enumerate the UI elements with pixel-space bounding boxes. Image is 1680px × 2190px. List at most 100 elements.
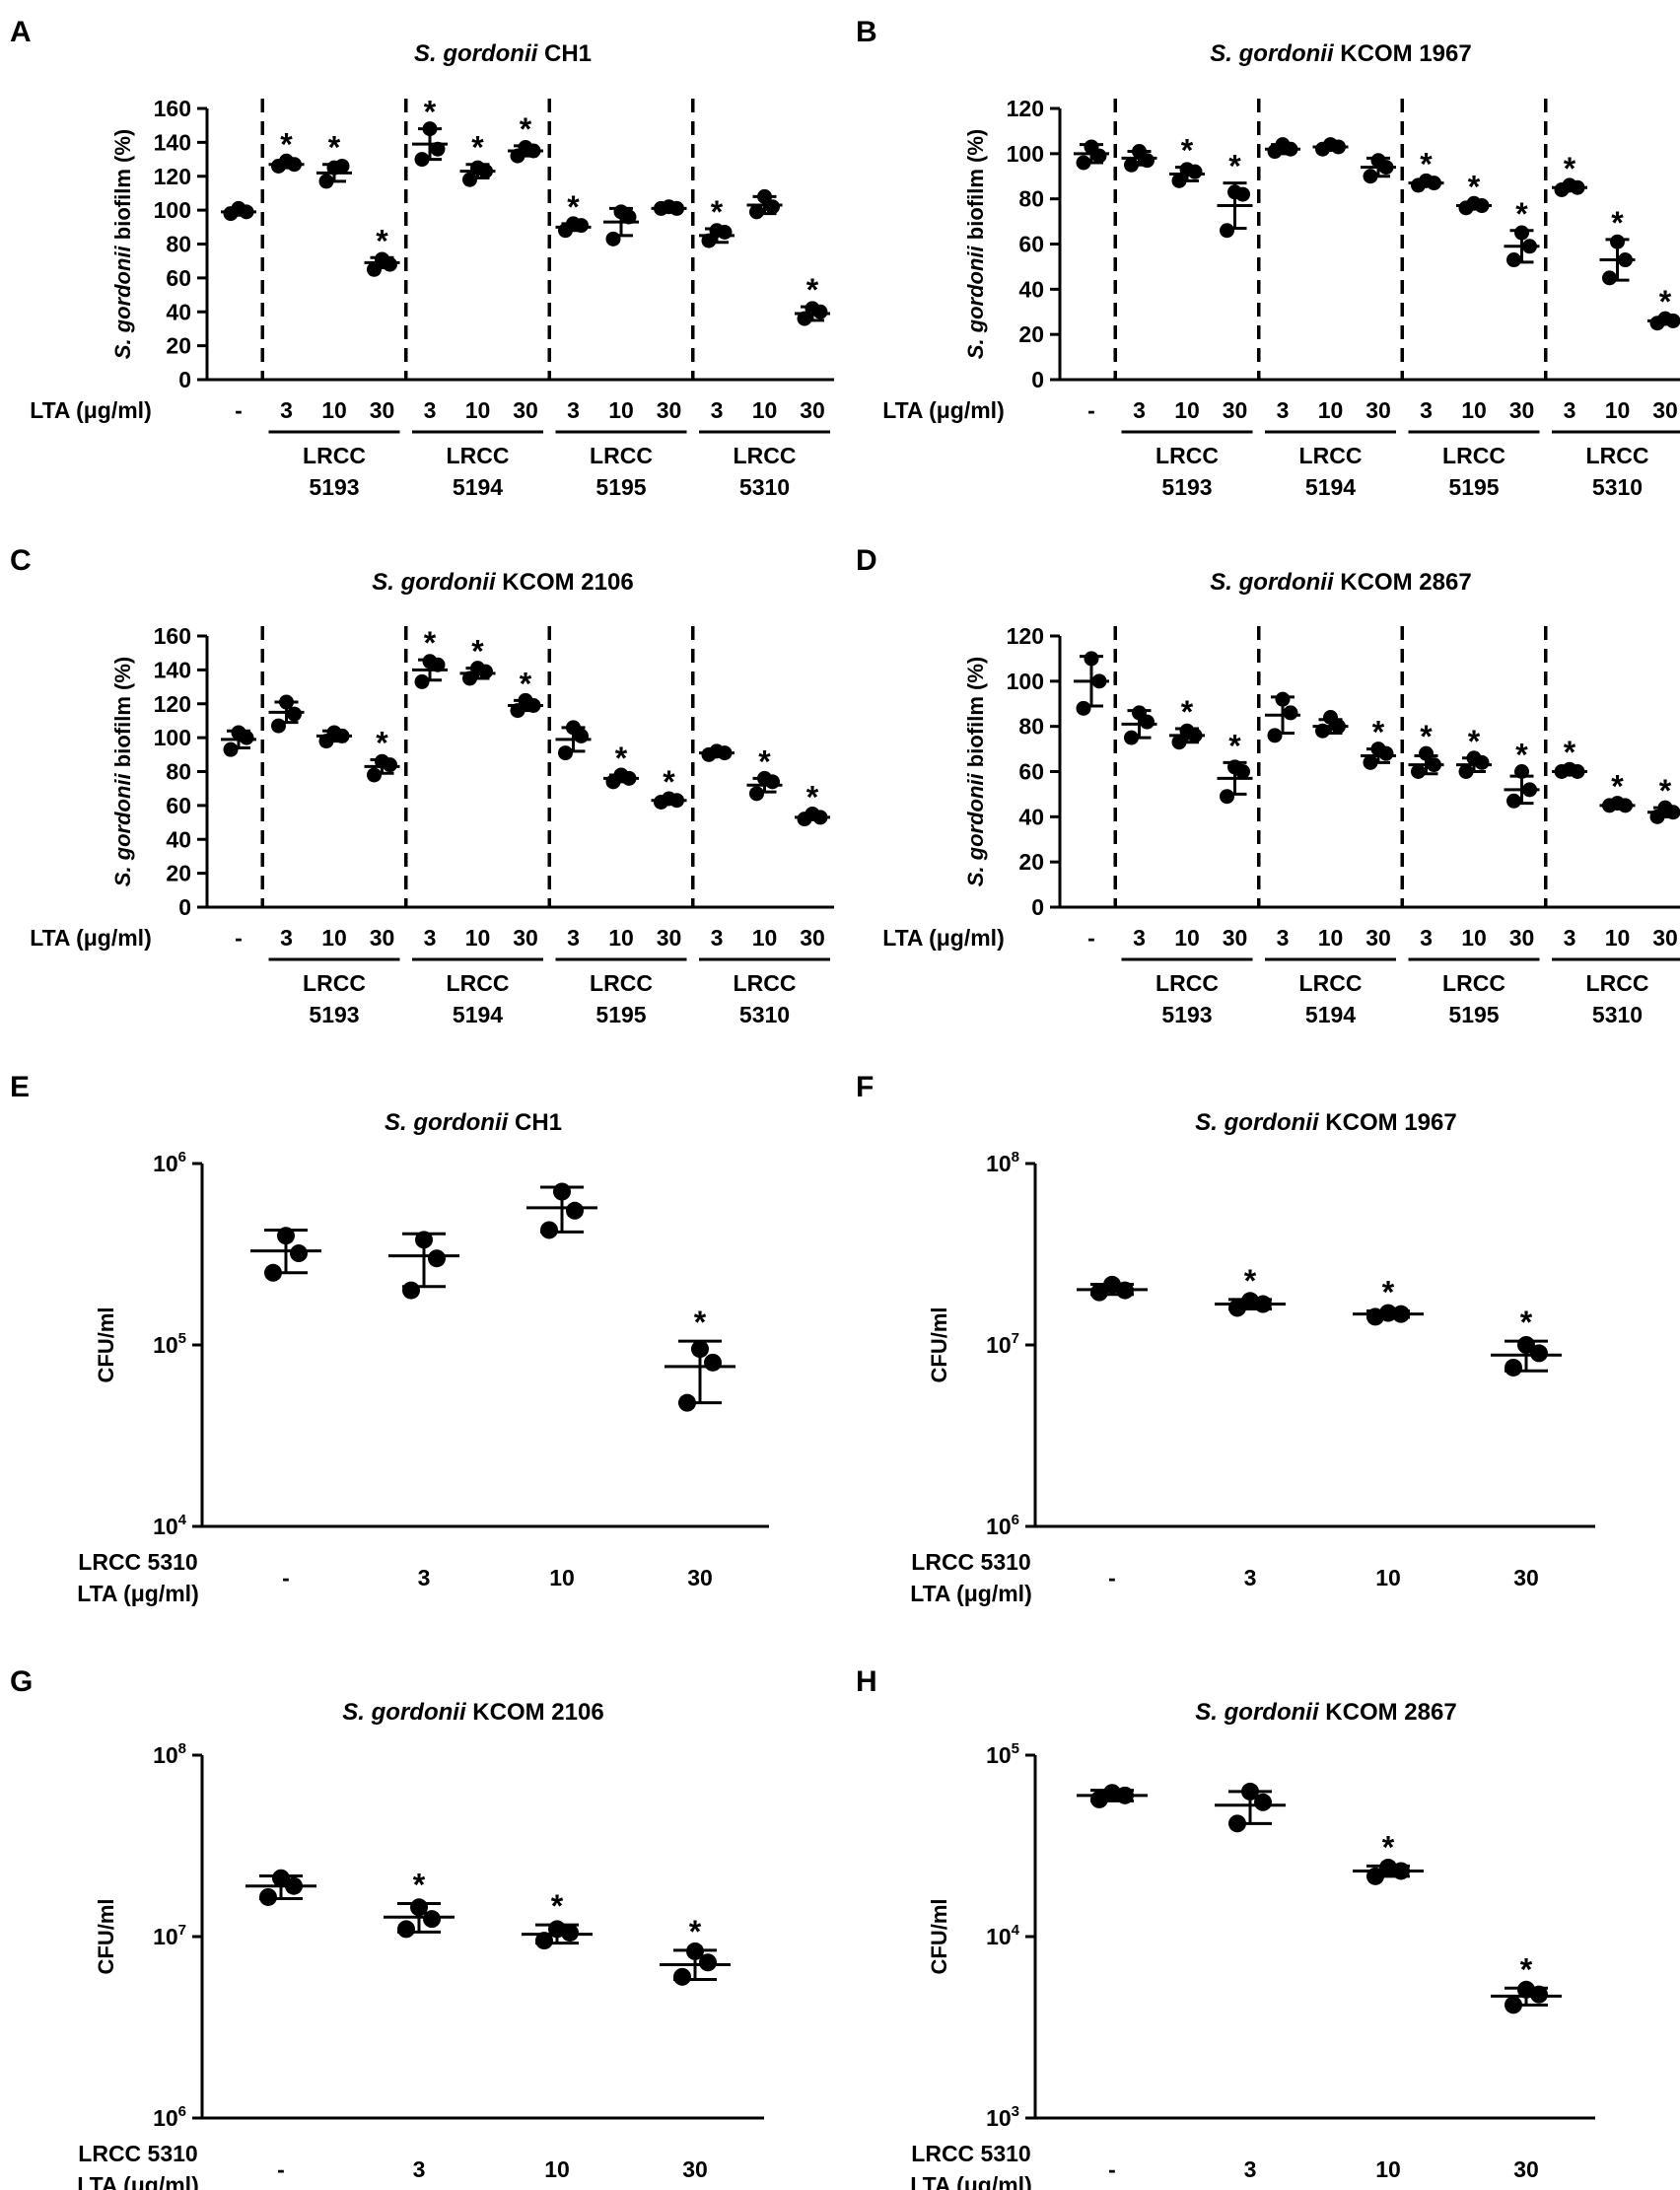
y-tick-label: 100 bbox=[154, 197, 191, 223]
x-tick-label: 10 bbox=[752, 397, 778, 423]
data-point bbox=[553, 1182, 571, 1201]
x-tick-label: 3 bbox=[424, 397, 437, 423]
data-point bbox=[462, 671, 477, 686]
data-point bbox=[1235, 764, 1250, 779]
data-point bbox=[1220, 789, 1234, 805]
y-tick-base: 10 bbox=[153, 1742, 178, 1768]
y-axis-label-rest: biofilm (%) bbox=[110, 129, 135, 247]
y-tick-label: 120 bbox=[1007, 623, 1044, 649]
group-label-line2: 5195 bbox=[595, 1002, 646, 1027]
y-tick-label: 140 bbox=[154, 129, 191, 155]
x-tick-label: 10 bbox=[752, 925, 778, 951]
panel-label: E bbox=[10, 1071, 30, 1103]
data-point bbox=[414, 673, 430, 689]
y-tick-label: 40 bbox=[166, 299, 191, 324]
data-point bbox=[1254, 1793, 1272, 1811]
y-tick-label: 60 bbox=[1018, 759, 1044, 785]
data-point bbox=[290, 1244, 308, 1263]
data-point bbox=[1116, 1786, 1134, 1804]
data-point bbox=[1267, 728, 1283, 743]
x-tick-label: 30 bbox=[1365, 397, 1391, 423]
data-point bbox=[765, 774, 780, 790]
x-tick-label: 10 bbox=[1375, 1565, 1401, 1590]
chart-title-italic: S. gordonii bbox=[1195, 1109, 1320, 1136]
y-tick-label: 108 bbox=[153, 1740, 186, 1768]
panel-F: FS. gordonii KCOM 1967106107108CFU/mlLRC… bbox=[856, 1071, 1595, 1606]
x-tick-label: 30 bbox=[1652, 397, 1678, 423]
data-point bbox=[415, 1231, 433, 1249]
chart-title: S. gordonii KCOM 1967 bbox=[1195, 1109, 1456, 1136]
data-point bbox=[749, 786, 764, 802]
significance-marker: * bbox=[694, 1305, 707, 1340]
x-tick-label: 10 bbox=[1605, 925, 1631, 951]
chart-title-rest: CH1 bbox=[508, 1109, 562, 1136]
x-tick-label: 10 bbox=[544, 2156, 570, 2182]
panel-label: H bbox=[856, 1665, 877, 1698]
y-tick-label: 20 bbox=[1018, 321, 1044, 347]
significance-marker: * bbox=[806, 272, 819, 308]
significance-marker: * bbox=[663, 764, 675, 800]
group-label-line1: LRCC bbox=[1299, 443, 1363, 468]
group-label-line1: LRCC bbox=[1155, 970, 1219, 996]
panel-B: B S. gordonii KCOM 1967 0 20 40 60 80 100 120 S. … bbox=[856, 16, 1680, 500]
data-point bbox=[1570, 179, 1585, 195]
chart-title: S. gordonii KCOM 2106 bbox=[372, 569, 633, 596]
group-label-line2: 5310 bbox=[1592, 1002, 1643, 1027]
data-point bbox=[1610, 234, 1625, 249]
y-tick-exponent: 3 bbox=[1012, 2103, 1019, 2120]
significance-marker: * bbox=[1468, 169, 1481, 204]
data-point bbox=[334, 728, 350, 743]
y-tick-label: 104 bbox=[153, 1512, 187, 1539]
data-point bbox=[669, 200, 684, 216]
x-tick-label: - bbox=[235, 925, 243, 951]
x-tick-label: 30 bbox=[1513, 2156, 1539, 2182]
group-label-line1: LRCC bbox=[1442, 970, 1505, 996]
data-point bbox=[1618, 252, 1633, 268]
data-point bbox=[765, 199, 780, 215]
data-point bbox=[1427, 176, 1441, 191]
group-label-line1: LRCC bbox=[1586, 443, 1649, 468]
data-point bbox=[272, 1869, 290, 1887]
data-point bbox=[1366, 1867, 1384, 1885]
data-point bbox=[1091, 148, 1107, 164]
group-label-line2: 5194 bbox=[453, 1002, 503, 1027]
data-point bbox=[812, 304, 828, 319]
data-point bbox=[1283, 141, 1298, 157]
data-point bbox=[279, 694, 294, 710]
x-tick-label: 10 bbox=[1174, 397, 1200, 423]
data-point bbox=[1458, 764, 1474, 779]
data-point bbox=[430, 141, 446, 157]
data-point bbox=[1665, 313, 1680, 328]
y-tick-base: 10 bbox=[986, 1151, 1012, 1176]
group-label-line2: 5310 bbox=[739, 1002, 790, 1027]
data-point bbox=[1506, 252, 1521, 268]
chart-title-italic: S. gordonii bbox=[1210, 569, 1335, 596]
data-point bbox=[287, 157, 302, 173]
data-point bbox=[1530, 1985, 1548, 2004]
data-point bbox=[717, 224, 733, 240]
data-point bbox=[717, 745, 733, 761]
significance-marker: * bbox=[1515, 196, 1528, 232]
y-tick-base: 10 bbox=[153, 1151, 178, 1176]
group-label-line2: 5193 bbox=[1161, 474, 1212, 500]
data-point bbox=[318, 174, 334, 189]
data-point bbox=[367, 261, 382, 277]
y-axis-label-rest: biofilm (%) bbox=[110, 657, 135, 774]
significance-marker: * bbox=[567, 189, 580, 225]
significance-marker: * bbox=[615, 741, 628, 776]
y-tick-label: 80 bbox=[1018, 714, 1044, 740]
x-tick-label: 30 bbox=[370, 925, 395, 951]
y-tick-label: 105 bbox=[986, 1740, 1019, 1768]
y-tick-base: 10 bbox=[153, 2105, 178, 2131]
data-point bbox=[1514, 764, 1529, 779]
x-tick-label: 10 bbox=[549, 1565, 575, 1590]
x-tick-label: 10 bbox=[1375, 2156, 1401, 2182]
x-tick-label: 30 bbox=[1223, 397, 1248, 423]
significance-marker: * bbox=[1382, 1274, 1395, 1309]
significance-marker: * bbox=[1420, 146, 1433, 181]
significance-marker: * bbox=[376, 223, 388, 258]
x-tick-label: 3 bbox=[1244, 1565, 1257, 1590]
y-tick-label: 140 bbox=[154, 657, 191, 682]
data-point bbox=[367, 767, 382, 783]
data-point bbox=[535, 1932, 553, 1950]
